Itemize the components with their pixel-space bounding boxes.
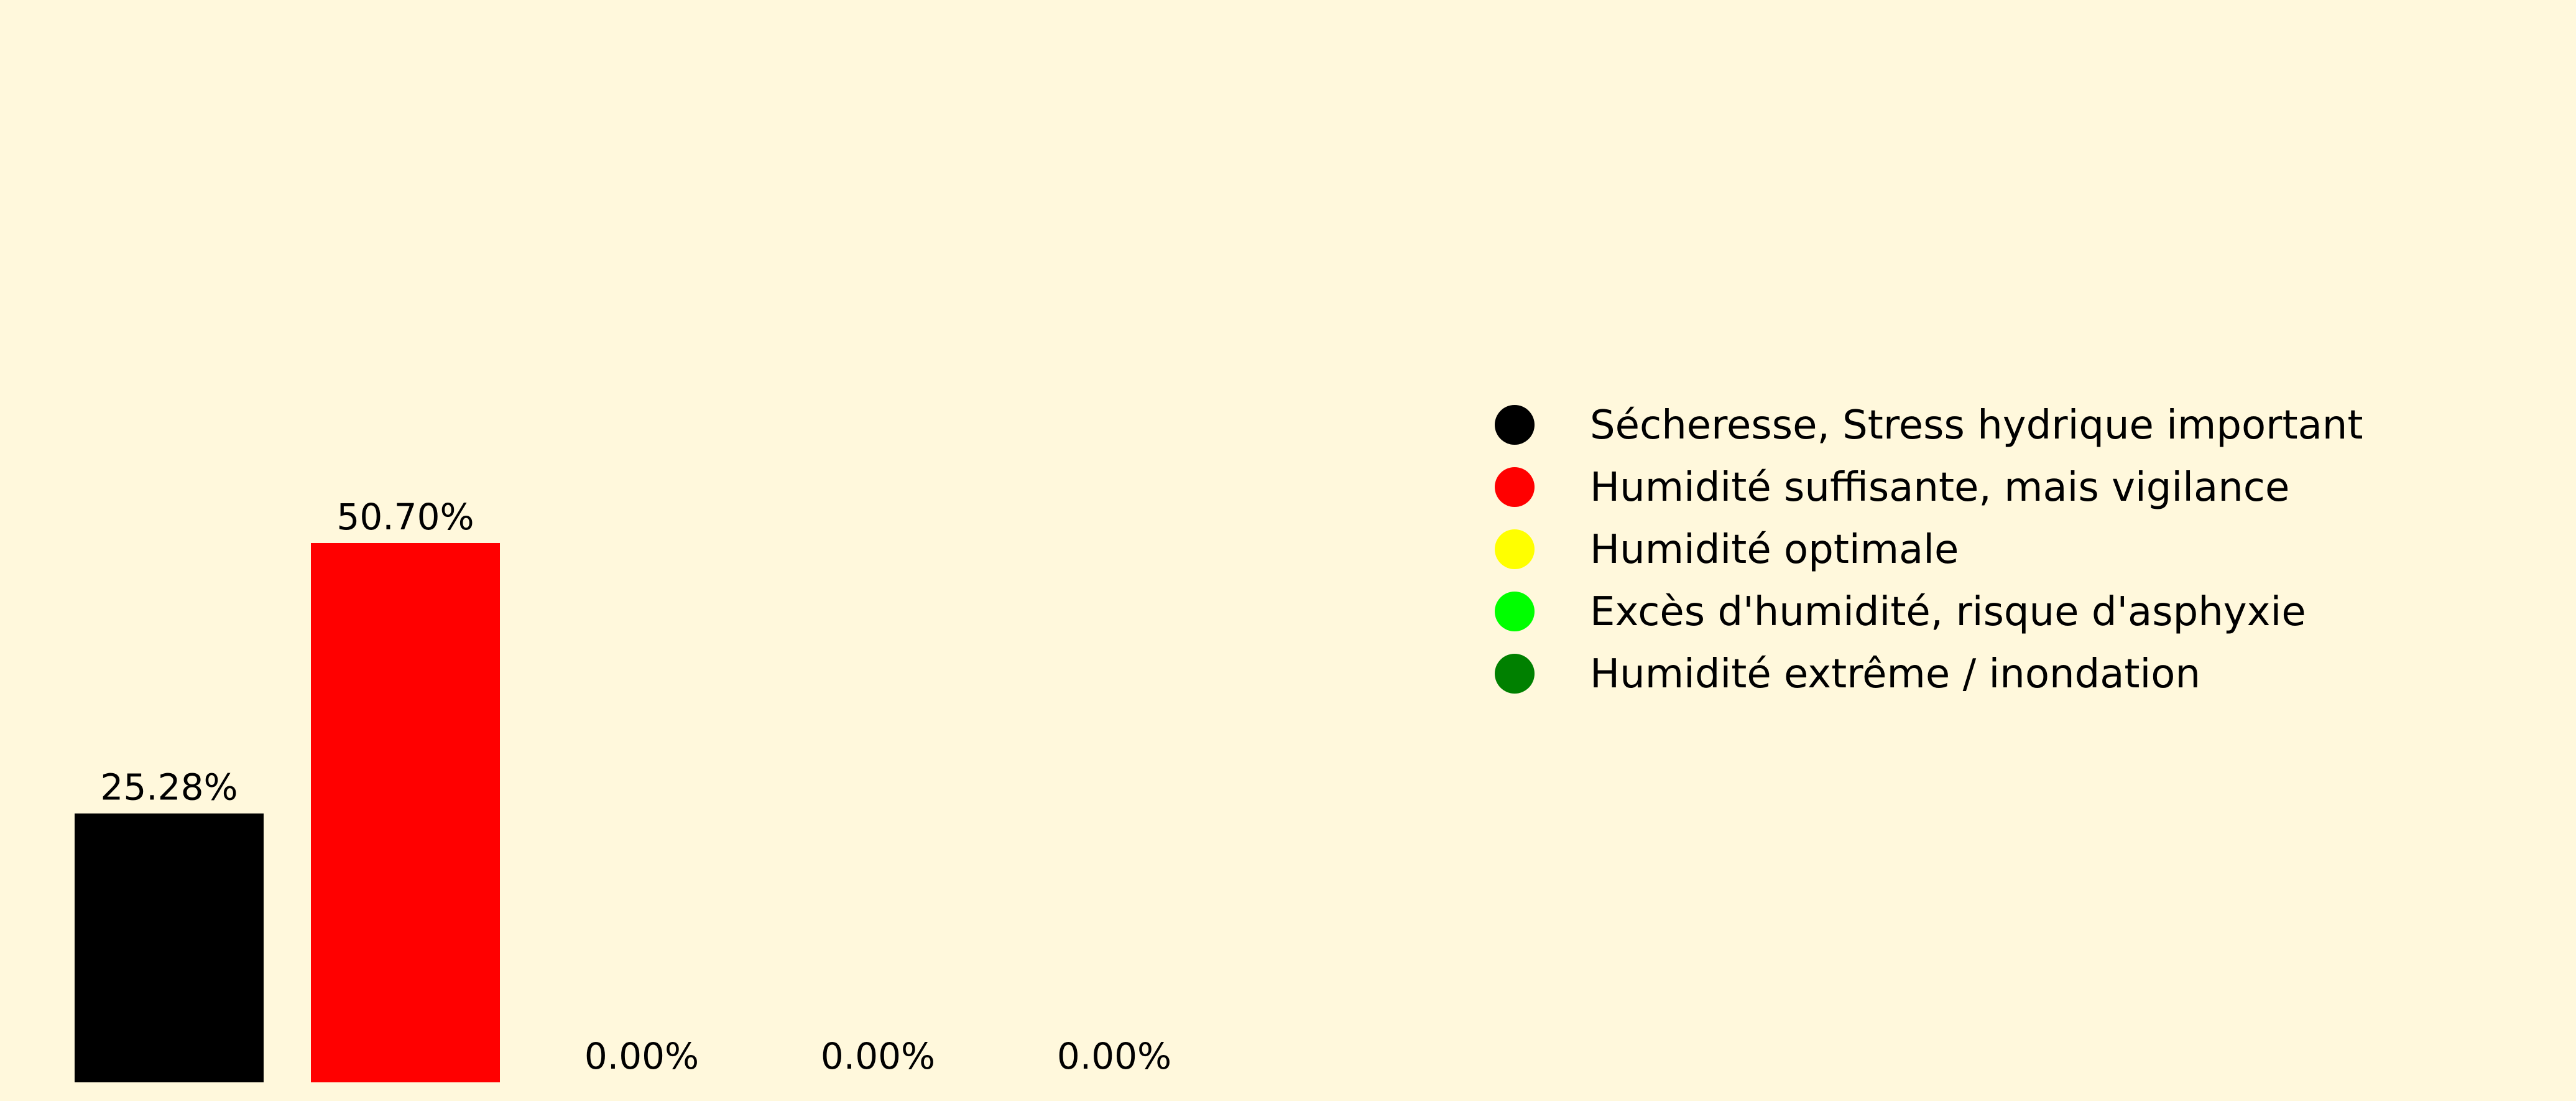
bar-1 <box>75 813 264 1082</box>
bar-value-label: 50.70% <box>336 496 474 538</box>
legend-label: Humidité optimale <box>1590 527 1959 573</box>
legend-item: Humidité suffisante, mais vigilance <box>1495 465 2289 511</box>
bar-value-labels: 25.28% 50.70% 0.00% 0.00% 0.00% <box>100 496 1171 1077</box>
legend-marker <box>1495 467 1535 507</box>
legend-label: Humidité extrême / inondation <box>1590 651 2200 697</box>
legend-label: Humidité suffisante, mais vigilance <box>1590 465 2289 511</box>
legend-item: Excès d'humidité, risque d'asphyxie <box>1495 589 2306 635</box>
legend-item: Sécheresse, Stress hydrique important <box>1495 402 2363 448</box>
legend-label: Sécheresse, Stress hydrique important <box>1590 402 2363 448</box>
legend-marker <box>1495 529 1535 569</box>
legend-label: Excès d'humidité, risque d'asphyxie <box>1590 589 2306 635</box>
legend-marker <box>1495 592 1535 631</box>
bar-value-label: 0.00% <box>821 1035 935 1077</box>
bar-value-label: 25.28% <box>100 766 238 809</box>
legend-marker <box>1495 654 1535 694</box>
legend: Sécheresse, Stress hydrique important Hum… <box>1495 402 2363 697</box>
bar-2 <box>311 543 500 1082</box>
legend-item: Humidité optimale <box>1495 527 1959 573</box>
bar-value-label: 0.00% <box>584 1035 699 1077</box>
legend-item: Humidité extrême / inondation <box>1495 651 2200 697</box>
bar-value-label: 0.00% <box>1057 1035 1171 1077</box>
bar-series <box>75 543 500 1082</box>
legend-marker <box>1495 405 1535 445</box>
